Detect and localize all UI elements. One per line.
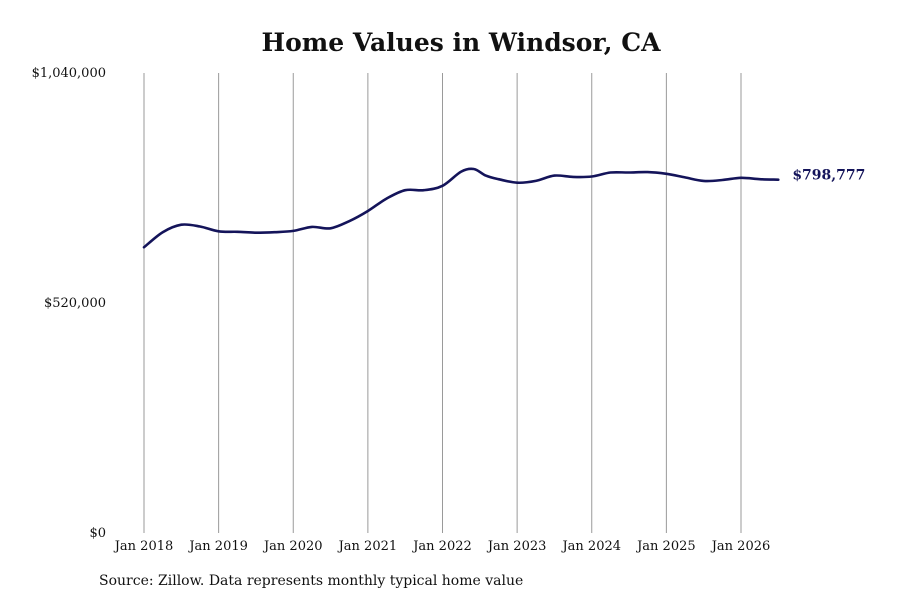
y-tick-label: $1,040,000 — [32, 66, 106, 81]
x-tick-label: Jan 2023 — [486, 539, 547, 554]
x-tick-label: Jan 2020 — [262, 539, 323, 554]
y-tick-label: $520,000 — [44, 296, 106, 311]
x-tick-label: Jan 2018 — [113, 539, 174, 554]
x-tick-label: Jan 2025 — [635, 539, 696, 554]
x-tick-label: Jan 2024 — [560, 539, 621, 554]
x-tick-label: Jan 2021 — [337, 539, 398, 554]
grid-lines — [143, 73, 742, 533]
source-note: Source: Zillow. Data represents monthly … — [99, 573, 524, 589]
x-tick-label: Jan 2022 — [411, 539, 472, 554]
x-tick-label: Jan 2026 — [710, 539, 771, 554]
end-value-label: $798,777 — [792, 168, 865, 184]
y-tick-label: $0 — [89, 526, 106, 541]
x-axis-tick-labels: Jan 2018 Jan 2019 Jan 2020 Jan 2021 Jan 2022… — [113, 539, 771, 554]
chart-title: Home Values in Windsor, CA — [261, 28, 661, 57]
y-axis-tick-labels: $0 $520,000 $1,040,000 — [32, 66, 106, 541]
series-line — [142, 167, 780, 249]
x-tick-label: Jan 2019 — [187, 539, 248, 554]
